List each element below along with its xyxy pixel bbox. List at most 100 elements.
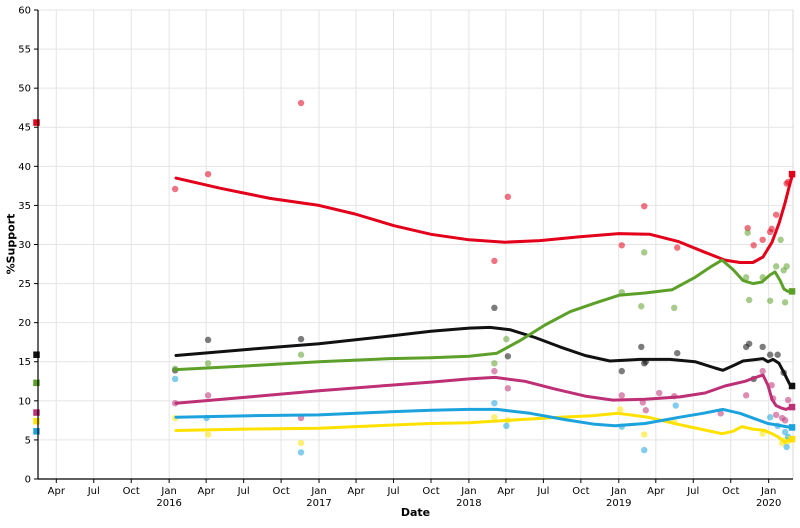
poll-dot-green xyxy=(777,236,784,244)
y-tick-label: 60 xyxy=(18,5,31,16)
poll-dot-green xyxy=(744,229,751,236)
poll-dot-blue xyxy=(672,402,679,409)
election-result-end-blue xyxy=(788,424,796,431)
election-result-end-yellow xyxy=(788,435,796,443)
x-axis-title: Date xyxy=(400,506,431,519)
poll-dot-black xyxy=(774,351,781,358)
poll-dot-blue xyxy=(781,428,789,436)
election-result-end-red xyxy=(788,170,796,178)
trend-line-blue xyxy=(174,407,793,429)
poll-dot-black xyxy=(204,336,212,344)
poll-dot-green xyxy=(671,304,678,312)
poll-dot-blue xyxy=(783,443,790,451)
poll-dot-red xyxy=(171,185,179,193)
election-result-end-green xyxy=(788,288,796,295)
poll-dot-magenta xyxy=(781,417,789,424)
y-tick-label: 10 xyxy=(18,396,31,407)
poll-dot-blue xyxy=(766,414,774,421)
y-tick-label: 55 xyxy=(18,45,31,56)
poll-dot-magenta xyxy=(491,367,498,375)
x-tick-label: Jan xyxy=(310,486,326,497)
poll-dot-green xyxy=(745,296,753,304)
poll-dot-blue xyxy=(297,449,305,456)
x-tick-label: Jul xyxy=(237,486,250,497)
election-result-start-black xyxy=(33,351,40,358)
poll-dot-blue xyxy=(171,375,179,383)
poll-dot-magenta xyxy=(642,407,649,414)
poll-dot-magenta xyxy=(504,385,512,392)
x-tick-label: Apr xyxy=(497,486,515,497)
y-tick-label: 30 xyxy=(18,240,31,251)
poll-dot-black xyxy=(618,367,625,375)
y-tick-label: 45 xyxy=(18,123,31,134)
poll-dot-yellow xyxy=(297,439,305,447)
poll-dot-green xyxy=(204,360,212,367)
poll-dot-magenta xyxy=(768,381,775,389)
poll-dot-green xyxy=(491,360,498,367)
y-tick-label: 40 xyxy=(18,162,31,173)
x-tick-label: Jul xyxy=(686,486,699,497)
trend-line-magenta xyxy=(174,373,793,411)
poll-dot-black xyxy=(504,353,512,360)
trend-line-green xyxy=(174,258,793,372)
x-tick-label: Jul xyxy=(536,486,549,497)
election-result-start-red xyxy=(33,119,40,126)
election-result-start-yellow xyxy=(33,417,40,425)
poll-dot-yellow xyxy=(204,431,212,438)
poll-dot-green xyxy=(742,274,750,281)
poll-dot-magenta xyxy=(717,410,724,417)
poll-dot-red xyxy=(204,170,212,178)
y-tick-label: 0 xyxy=(25,475,31,486)
poll-dot-black xyxy=(491,304,498,312)
x-tick-year-label: 2018 xyxy=(456,498,481,509)
poll-dot-green xyxy=(503,335,510,343)
poll-dot-green xyxy=(297,351,305,358)
poll-dot-green xyxy=(772,263,780,270)
election-result-start-green xyxy=(33,379,40,387)
x-tick-year-label: 2017 xyxy=(306,498,331,509)
poll-dot-red xyxy=(504,193,512,201)
poll-dot-red xyxy=(618,242,625,249)
poll-dot-red xyxy=(744,224,751,232)
poll-dot-red xyxy=(297,99,305,107)
poll-dot-green xyxy=(783,263,790,270)
x-tick-label: Jul xyxy=(386,486,399,497)
y-tick-label: 25 xyxy=(18,279,31,290)
x-tick-label: Jan xyxy=(610,486,626,497)
poll-dot-blue xyxy=(503,422,510,430)
x-tick-label: Apr xyxy=(347,486,365,497)
poll-dot-magenta xyxy=(204,392,212,399)
trend-line-red xyxy=(174,172,795,264)
y-tick-label: 35 xyxy=(18,201,31,212)
x-tick-label: Jan xyxy=(460,486,476,497)
y-tick-label: 15 xyxy=(18,357,31,368)
trend-line-black xyxy=(174,325,793,388)
poll-dot-green xyxy=(641,249,648,256)
election-result-start-magenta xyxy=(33,409,40,416)
x-tick-label: Oct xyxy=(422,486,439,497)
poll-dot-red xyxy=(750,242,757,249)
poll-dot-black xyxy=(766,351,774,358)
election-result-start-blue xyxy=(33,428,40,435)
poll-dot-red xyxy=(768,225,775,233)
poll-dot-magenta xyxy=(742,392,750,399)
poll-dot-red xyxy=(759,236,766,244)
x-tick-label: Apr xyxy=(198,486,216,497)
y-tick-label: 50 xyxy=(18,84,31,95)
x-tick-label: Jan xyxy=(760,486,776,497)
poll-dot-black xyxy=(674,349,681,357)
x-tick-year-label: 2019 xyxy=(606,498,631,509)
poll-dot-magenta xyxy=(784,396,792,404)
poll-dot-magenta xyxy=(656,389,663,397)
poll-dot-green xyxy=(766,297,774,304)
y-tick-label: 20 xyxy=(18,318,31,329)
poll-dot-black xyxy=(745,340,753,347)
poll-dot-magenta xyxy=(772,411,780,419)
poll-dot-red xyxy=(772,211,780,218)
y-tick-label: 5 xyxy=(25,435,31,446)
poll-dot-blue xyxy=(641,446,648,454)
x-tick-label: Apr xyxy=(48,486,66,497)
x-tick-label: Jan xyxy=(160,486,176,497)
